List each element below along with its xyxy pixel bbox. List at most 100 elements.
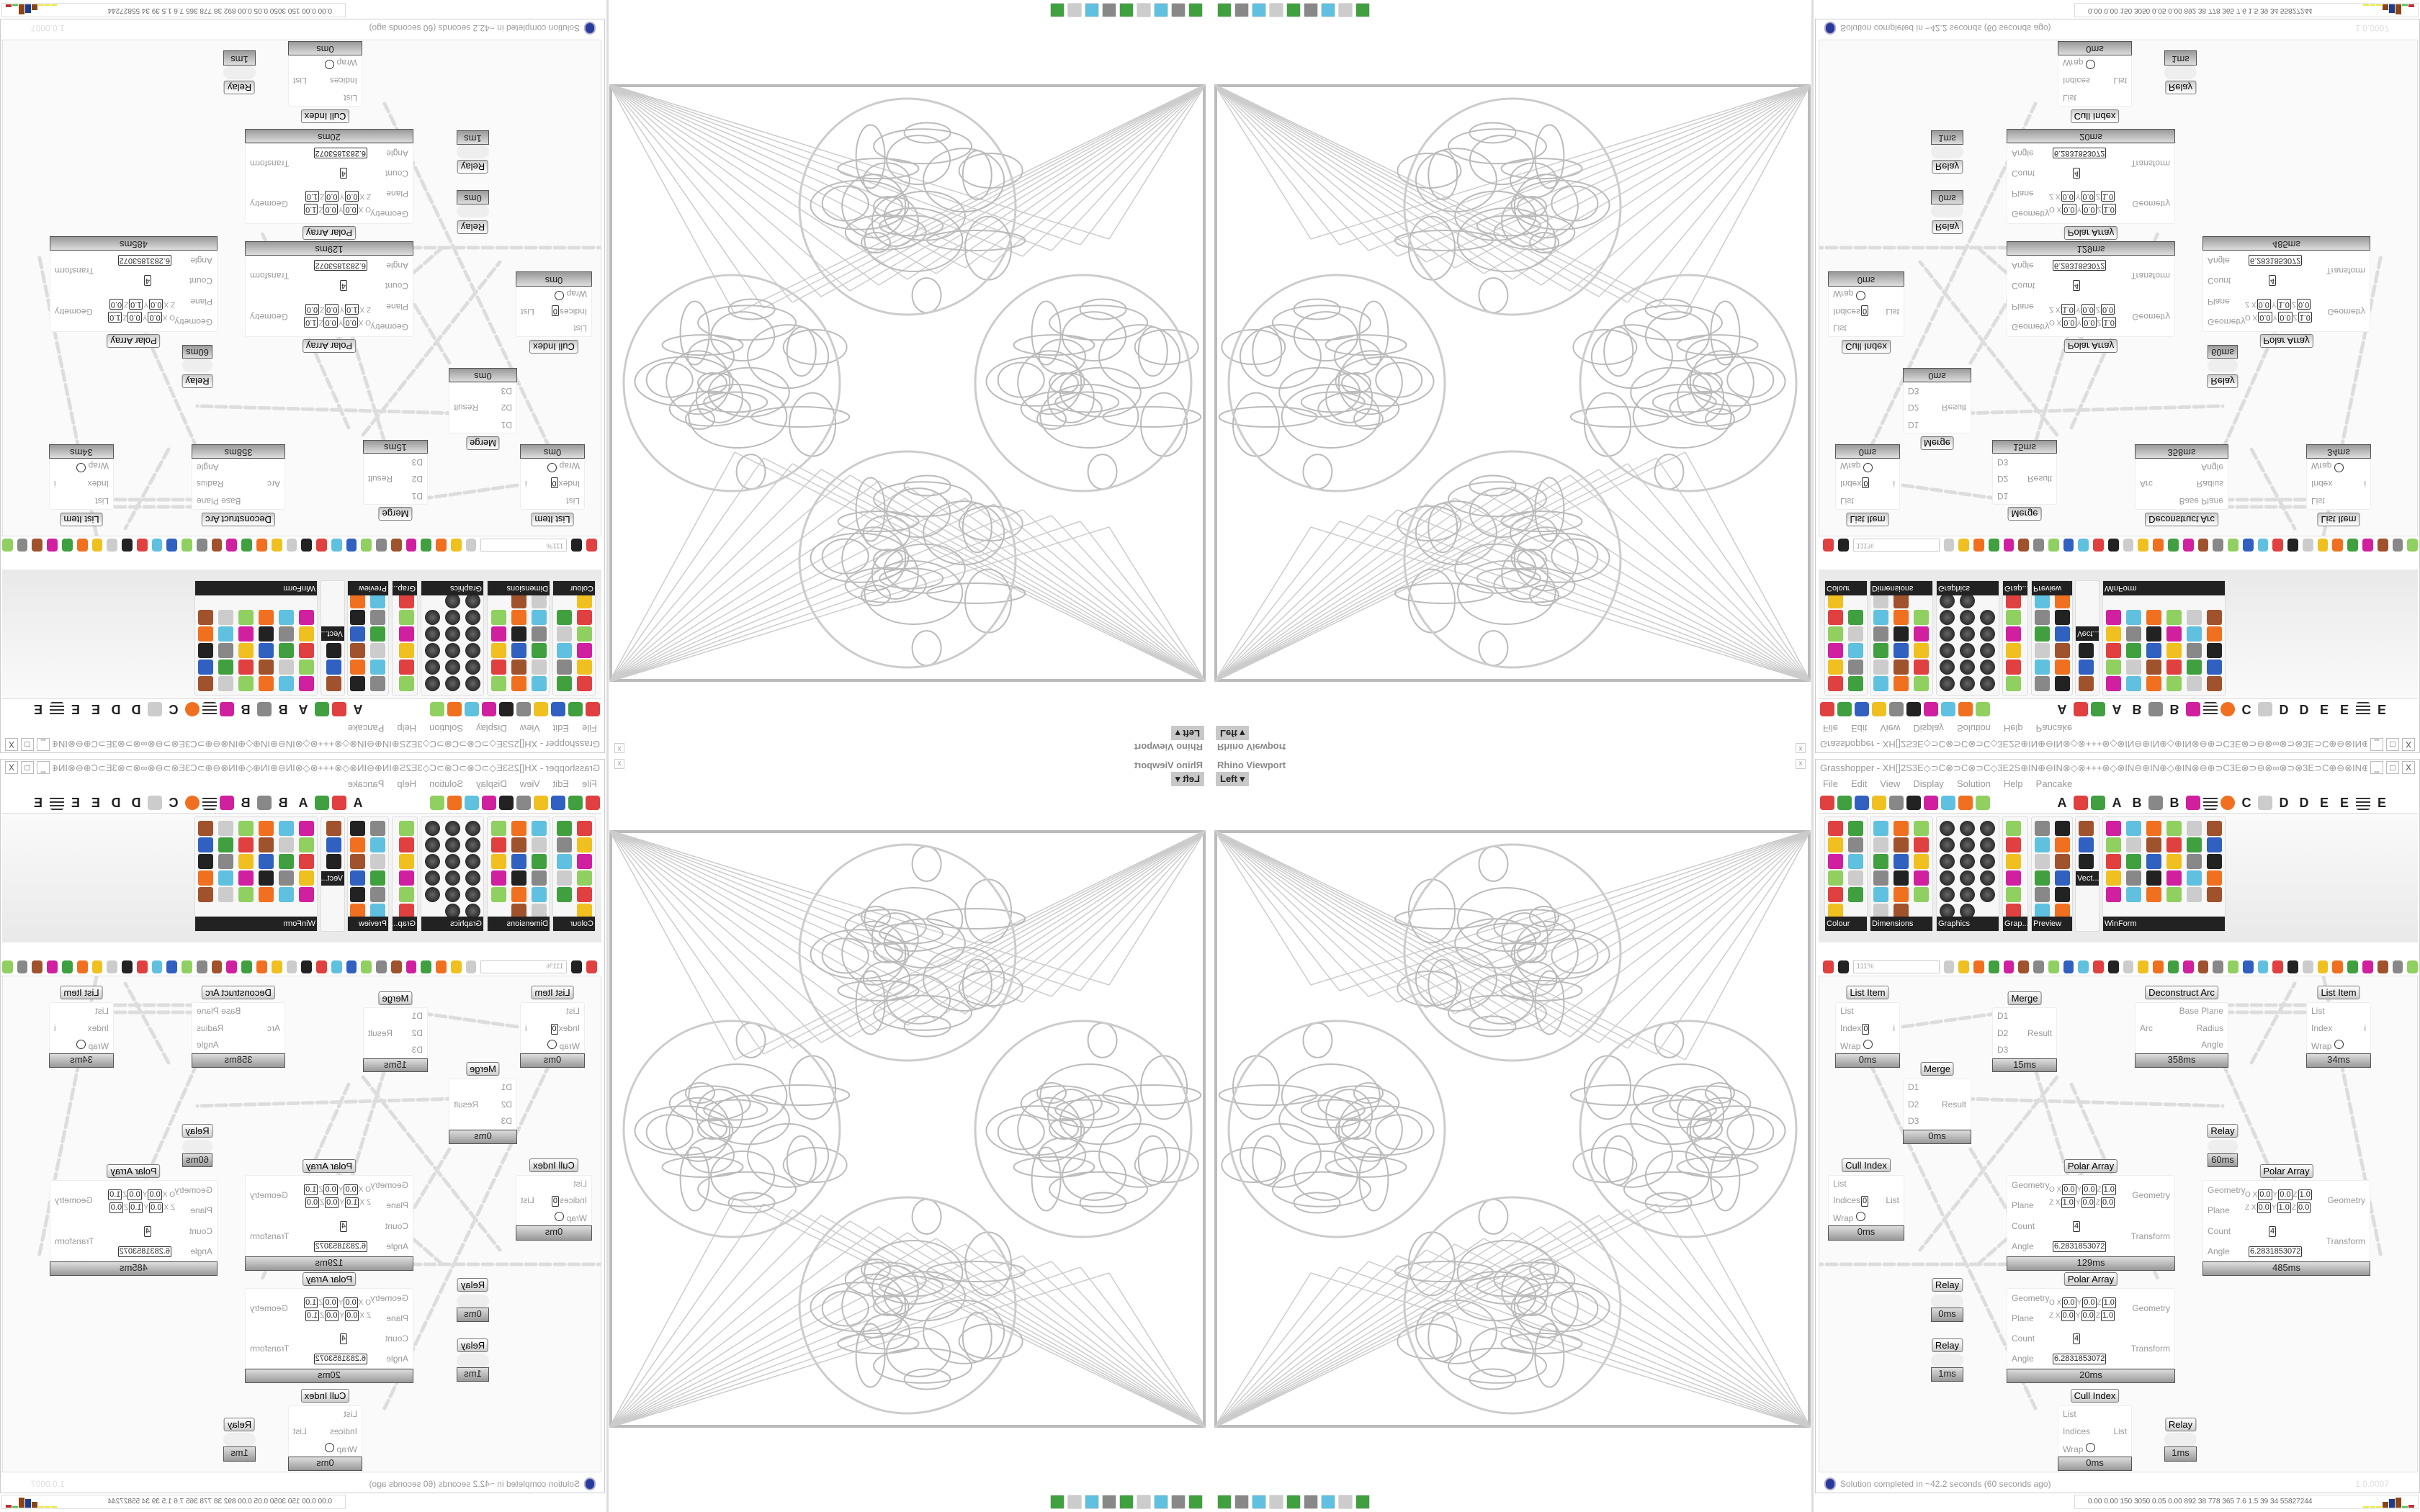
toolbar-icon[interactable] (421, 539, 432, 552)
component-icon[interactable] (2055, 660, 2070, 675)
component-icon[interactable] (2006, 676, 2021, 691)
input-count[interactable]: Count (2012, 1221, 2035, 1231)
plane-z-x-field[interactable]: 1.0 (345, 1197, 359, 1209)
count-field[interactable]: 4 (143, 275, 151, 287)
close-button[interactable]: X (2402, 738, 2415, 751)
component-icon[interactable] (2187, 870, 2202, 886)
component-icon[interactable] (1873, 610, 1888, 625)
output-transform[interactable]: Transform (55, 1236, 94, 1246)
component-icon[interactable] (259, 676, 274, 691)
component-icon[interactable] (1873, 904, 1888, 919)
input-index[interactable]: Index (2311, 1023, 2332, 1033)
tab-icon[interactable] (315, 796, 329, 810)
component-icon[interactable] (425, 854, 440, 869)
node-title-relay[interactable]: Relay (457, 160, 489, 174)
node-body[interactable]: Geometry Plane Count Angle Geometry Transform… (245, 1175, 413, 1256)
tab-letter[interactable]: D (131, 796, 141, 810)
input-list[interactable]: List (566, 496, 580, 506)
output-i[interactable]: i (525, 1023, 527, 1033)
component-icon[interactable] (218, 626, 233, 642)
component-icon[interactable] (2207, 887, 2222, 902)
node-body[interactable]: Geometry Plane Count Angle Geometry Transform… (2007, 1288, 2175, 1369)
component-icon[interactable] (2106, 676, 2121, 691)
toolbar-icon[interactable] (2153, 539, 2164, 552)
output-base-plane[interactable]: Base Plane (197, 1006, 241, 1016)
node-title-relay[interactable]: Relay (1931, 1338, 1963, 1352)
component-icon[interactable] (491, 854, 506, 869)
plane-o-x-field[interactable]: 0.0 (148, 1189, 162, 1201)
index-field[interactable]: 0 (550, 1023, 558, 1035)
tab-icon[interactable] (1872, 796, 1886, 810)
plane-o-x-field[interactable]: 0.0 (2062, 204, 2076, 215)
menu-edit[interactable]: Edit (552, 723, 570, 734)
component-icon[interactable] (238, 821, 254, 836)
palette-group-label[interactable]: Grap... (2003, 917, 2027, 931)
component-icon[interactable] (218, 660, 233, 675)
node-title-relay[interactable]: Relay (1931, 220, 1963, 234)
component-icon[interactable] (350, 887, 365, 902)
component-icon[interactable] (557, 854, 572, 869)
grid-icon[interactable] (2203, 796, 2218, 810)
toolbar-icon[interactable] (1988, 539, 1999, 552)
view-selector-button[interactable]: Left ▾ (1171, 726, 1204, 740)
component-icon[interactable] (218, 643, 233, 658)
toolbar-icon[interactable] (2392, 539, 2403, 552)
palette-group-label[interactable]: Graphics (1937, 581, 1999, 595)
node-title-polar-array[interactable]: Polar Array (107, 334, 161, 348)
input-plane[interactable]: Plane (190, 297, 212, 307)
component-icon[interactable] (532, 870, 547, 886)
node-title-relay[interactable]: Relay (2207, 1124, 2238, 1138)
angle-field[interactable]: 6.2831853072 (117, 1246, 171, 1257)
component-icon[interactable] (1894, 821, 1909, 836)
tab-letter[interactable]: C (169, 702, 179, 716)
node-title-cull-index[interactable]: Cull Index (300, 109, 350, 123)
input-d1[interactable]: D1 (1908, 420, 1919, 430)
node-title-list-item[interactable]: List Item (60, 513, 103, 526)
node-body[interactable] (457, 1295, 489, 1308)
component-icon[interactable] (1828, 660, 1843, 675)
component-icon[interactable] (399, 854, 414, 869)
output-transform[interactable]: Transform (55, 266, 94, 276)
output-result[interactable]: Result (1942, 1099, 1966, 1110)
plane-o-z-field[interactable]: 1.0 (304, 204, 318, 215)
node-title-merge[interactable]: Merge (466, 436, 500, 450)
angle-field[interactable]: 6.2831853072 (2249, 1246, 2303, 1257)
globe-icon[interactable] (1304, 3, 1318, 17)
tab-icon[interactable] (499, 796, 514, 810)
node-title-merge[interactable]: Merge (1920, 436, 1954, 450)
output-transform[interactable]: Transform (250, 1231, 289, 1241)
toolbar-icon[interactable] (2228, 539, 2238, 552)
component-icon[interactable] (1873, 626, 1888, 642)
maximize-button[interactable]: □ (21, 761, 34, 774)
component-icon[interactable] (198, 610, 213, 625)
input-wrap[interactable]: Wrap (1833, 1212, 1866, 1223)
output-result[interactable]: Result (454, 403, 478, 413)
component-icon[interactable] (370, 660, 385, 675)
component-icon[interactable] (2126, 610, 2141, 625)
output-angle[interactable]: Angle (197, 462, 219, 472)
toolbar-icon[interactable] (196, 539, 207, 552)
toolbar-icon[interactable] (2272, 539, 2284, 552)
component-icon[interactable] (465, 854, 480, 869)
toolbar-icon[interactable] (136, 539, 148, 552)
close-button[interactable]: X (5, 738, 18, 751)
component-icon[interactable] (2006, 610, 2021, 625)
index-field[interactable]: 0 (550, 477, 558, 489)
plane-z-y-field[interactable]: 1.0 (129, 1202, 143, 1214)
terminal-icon[interactable] (1188, 3, 1203, 17)
palette-group-label[interactable]: Vect... (2076, 626, 2099, 641)
component-icon[interactable] (218, 821, 233, 836)
toolbar-icon[interactable] (32, 539, 43, 552)
tab-letter[interactable]: B (278, 702, 288, 716)
component-icon[interactable] (2126, 626, 2141, 642)
node-body[interactable]: List Index Wrap i (2306, 459, 2371, 510)
component-icon[interactable] (399, 821, 414, 836)
component-icon[interactable] (238, 854, 254, 869)
tab-icon[interactable] (586, 796, 600, 810)
component-icon[interactable] (577, 610, 592, 625)
toolbar-icon[interactable] (301, 960, 313, 973)
component-icon[interactable] (399, 837, 414, 852)
